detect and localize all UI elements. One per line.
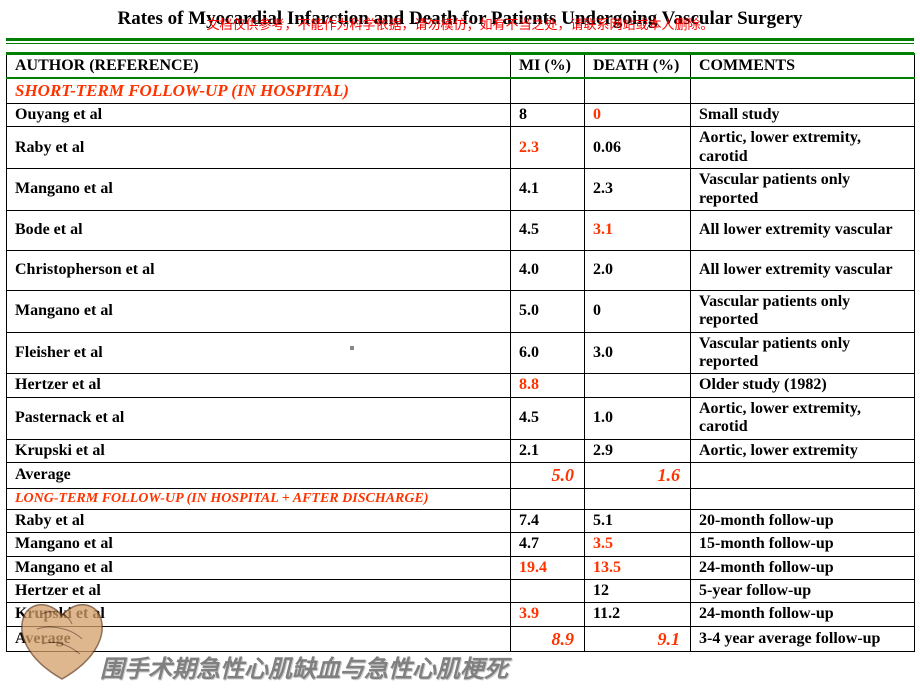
comments-cell: 24-month follow-up <box>691 603 915 626</box>
table-row: Raby et al7.45.120-month follow-up <box>7 509 915 532</box>
table-row: Krupski et al3.911.224-month follow-up <box>7 603 915 626</box>
table-row: Hertzer et al8.8 Older study (1982) <box>7 374 915 397</box>
mi-cell: 8.8 <box>511 374 585 397</box>
death-cell: 2.0 <box>585 250 691 290</box>
mi-cell: 4.7 <box>511 533 585 556</box>
author-cell: Mangano et al <box>7 290 511 332</box>
death-cell: 11.2 <box>585 603 691 626</box>
mi-cell: 7.4 <box>511 509 585 532</box>
table-row: Mangano et al19.413.524-month follow-up <box>7 556 915 579</box>
warning-text: 文档仅供参考，不能作为科学依据，请勿模仿；如有不当之处，请联系网站或本人删除。 <box>0 14 920 33</box>
author-cell: Raby et al <box>7 127 511 169</box>
death-cell: 0.06 <box>585 127 691 169</box>
table-row: Mangano et al4.12.3Vascular patients onl… <box>7 169 915 211</box>
author-cell: Pasternack et al <box>7 397 511 439</box>
author-cell: Bode et al <box>7 210 511 250</box>
table-row: Bode et al4.53.1All lower extremity vasc… <box>7 210 915 250</box>
data-table: AUTHOR (REFERENCE) MI (%) DEATH (%) COMM… <box>6 53 915 652</box>
death-cell: 2.3 <box>585 169 691 211</box>
table-row: Hertzer et al 125-year follow-up <box>7 579 915 602</box>
mi-cell: 8 <box>511 103 585 126</box>
death-cell: 3.0 <box>585 332 691 374</box>
death-cell <box>585 374 691 397</box>
mi-cell <box>511 579 585 602</box>
footer-chinese: 围手术期急性心肌缺血与急性心肌梗死 <box>100 649 508 684</box>
death-cell: 3.1 <box>585 210 691 250</box>
death-cell: 0 <box>585 290 691 332</box>
table-row: Fleisher et al6.03.0Vascular patients on… <box>7 332 915 374</box>
author-cell: Ouyang et al <box>7 103 511 126</box>
col-death: DEATH (%) <box>585 54 691 78</box>
death-cell: 3.5 <box>585 533 691 556</box>
author-cell: Hertzer et al <box>7 374 511 397</box>
death-cell: 0 <box>585 103 691 126</box>
mi-cell: 2.1 <box>511 439 585 462</box>
author-cell: Krupski et al <box>7 439 511 462</box>
mi-cell: 19.4 <box>511 556 585 579</box>
mi-cell: 2.3 <box>511 127 585 169</box>
top-rules <box>6 38 914 53</box>
comments-cell: Vascular patients only reported <box>691 290 915 332</box>
comments-cell: Aortic, lower extremity <box>691 439 915 462</box>
col-author: AUTHOR (REFERENCE) <box>7 54 511 78</box>
average-comments <box>691 463 915 489</box>
bullet-marker <box>350 346 354 350</box>
death-cell: 2.9 <box>585 439 691 462</box>
comments-cell: 20-month follow-up <box>691 509 915 532</box>
average-comments: 3-4 year average follow-up <box>691 626 915 652</box>
author-cell: Mangano et al <box>7 169 511 211</box>
average-mi: 8.9 <box>511 626 585 652</box>
average-death: 1.6 <box>585 463 691 489</box>
author-cell: Fleisher et al <box>7 332 511 374</box>
author-cell: Mangano et al <box>7 533 511 556</box>
section-header: SHORT-TERM FOLLOW-UP (IN HOSPITAL) <box>7 78 511 103</box>
comments-cell: Aortic, lower extremity, carotid <box>691 397 915 439</box>
section-row: SHORT-TERM FOLLOW-UP (IN HOSPITAL) <box>7 78 915 103</box>
table-row: Pasternack et al4.51.0Aortic, lower extr… <box>7 397 915 439</box>
average-death: 9.1 <box>585 626 691 652</box>
death-cell: 5.1 <box>585 509 691 532</box>
comments-cell: 24-month follow-up <box>691 556 915 579</box>
comments-cell: Older study (1982) <box>691 374 915 397</box>
author-cell: Krupski et al <box>7 603 511 626</box>
mi-cell: 5.0 <box>511 290 585 332</box>
table-row: Christopherson et al4.02.0All lower extr… <box>7 250 915 290</box>
author-cell: Mangano et al <box>7 556 511 579</box>
mi-cell: 6.0 <box>511 332 585 374</box>
mi-cell: 4.0 <box>511 250 585 290</box>
table-row: Mangano et al5.00Vascular patients only … <box>7 290 915 332</box>
mi-cell: 4.5 <box>511 210 585 250</box>
comments-cell: All lower extremity vascular <box>691 250 915 290</box>
death-cell: 12 <box>585 579 691 602</box>
header-row: AUTHOR (REFERENCE) MI (%) DEATH (%) COMM… <box>7 54 915 78</box>
author-cell: Hertzer et al <box>7 579 511 602</box>
comments-cell: 5-year follow-up <box>691 579 915 602</box>
col-mi: MI (%) <box>511 54 585 78</box>
author-cell: Christopherson et al <box>7 250 511 290</box>
mi-cell: 4.1 <box>511 169 585 211</box>
table-row: Ouyang et al80Small study <box>7 103 915 126</box>
average-label: Average <box>7 463 511 489</box>
average-mi: 5.0 <box>511 463 585 489</box>
mi-cell: 4.5 <box>511 397 585 439</box>
comments-cell: Vascular patients only reported <box>691 332 915 374</box>
table-row: Mangano et al4.73.515-month follow-up <box>7 533 915 556</box>
mi-cell: 3.9 <box>511 603 585 626</box>
section-row: LONG-TERM FOLLOW-UP (IN HOSPITAL + AFTER… <box>7 488 915 509</box>
table-row: Raby et al2.30.06Aortic, lower extremity… <box>7 127 915 169</box>
comments-cell: All lower extremity vascular <box>691 210 915 250</box>
death-cell: 13.5 <box>585 556 691 579</box>
author-cell: Raby et al <box>7 509 511 532</box>
death-cell: 1.0 <box>585 397 691 439</box>
comments-cell: Aortic, lower extremity, carotid <box>691 127 915 169</box>
comments-cell: Vascular patients only reported <box>691 169 915 211</box>
col-comments: COMMENTS <box>691 54 915 78</box>
comments-cell: Small study <box>691 103 915 126</box>
average-row: Average5.01.6 <box>7 463 915 489</box>
comments-cell: 15-month follow-up <box>691 533 915 556</box>
section-header: LONG-TERM FOLLOW-UP (IN HOSPITAL + AFTER… <box>7 488 511 509</box>
table-row: Krupski et al2.12.9Aortic, lower extremi… <box>7 439 915 462</box>
